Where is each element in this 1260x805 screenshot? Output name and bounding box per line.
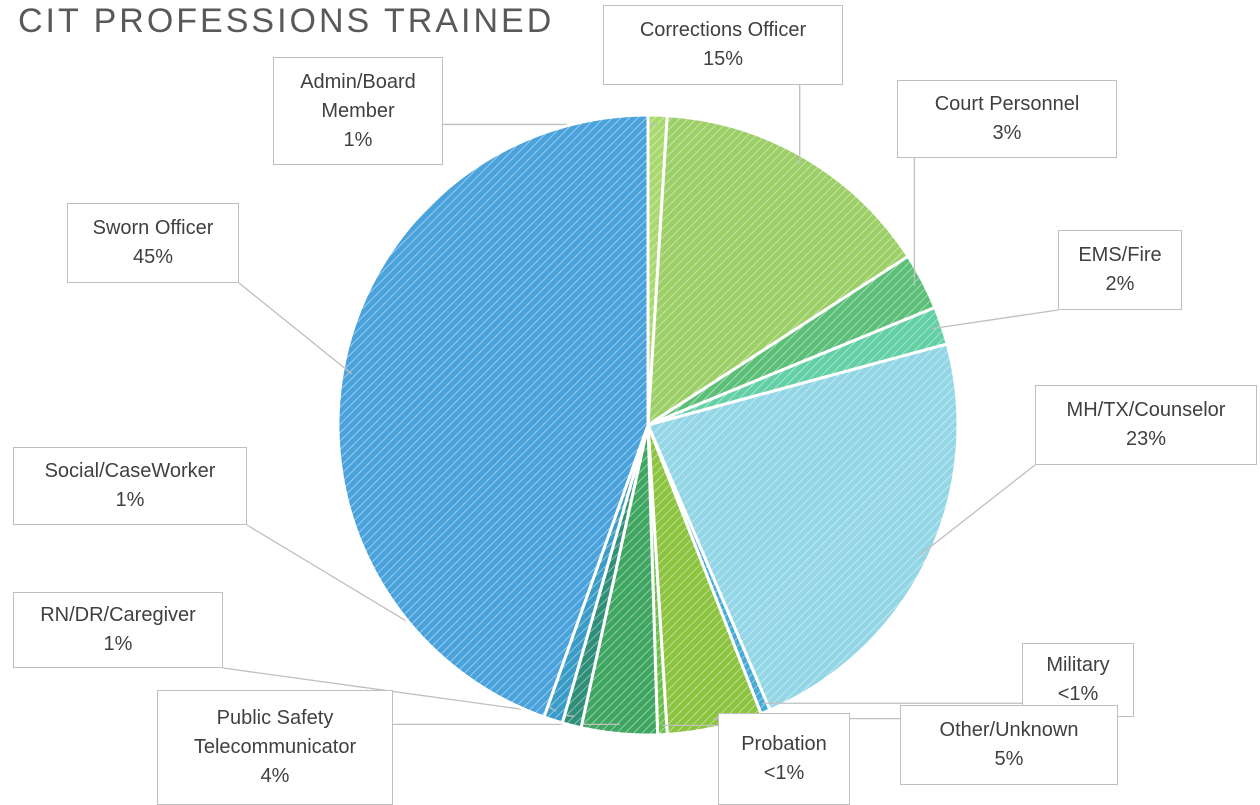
pie-slice — [336, 113, 650, 719]
data-label: Other/Unknown 5% — [900, 705, 1118, 785]
category-label: Court Personnel — [934, 93, 1080, 115]
category-label: Admin/Board Member — [300, 70, 416, 122]
data-label: Probation <1% — [718, 713, 850, 805]
data-label: Admin/Board Member 1% — [273, 57, 443, 165]
data-label: MH/TX/Counselor 23% — [1035, 385, 1257, 465]
data-label: Social/CaseWorker 1% — [13, 447, 247, 525]
value-label: <1% — [763, 762, 805, 784]
category-label: EMS/Fire — [1078, 244, 1162, 266]
category-label: Social/CaseWorker — [44, 460, 216, 482]
category-label: Other/Unknown — [939, 719, 1079, 741]
value-label: 2% — [1105, 273, 1135, 295]
value-label: 4% — [260, 765, 290, 787]
chart-title: CIT PROFESSIONS TRAINED — [18, 2, 555, 40]
category-label: Probation — [741, 733, 827, 755]
data-label: Court Personnel 3% — [897, 80, 1117, 158]
data-label: Public Safety Telecommunicator 4% — [157, 690, 393, 805]
value-label: 45% — [132, 246, 174, 268]
value-label: <1% — [1057, 683, 1099, 705]
value-label: 1% — [115, 489, 145, 511]
data-label: Sworn Officer 45% — [67, 203, 239, 283]
category-label: Corrections Officer — [639, 19, 807, 41]
pie-slice — [646, 114, 911, 428]
leader-line — [238, 282, 353, 375]
value-label: 3% — [992, 122, 1022, 144]
value-label: 1% — [343, 128, 373, 151]
leader-line — [918, 464, 1036, 557]
value-label: 15% — [702, 48, 744, 70]
value-label: 5% — [994, 748, 1024, 770]
data-label: Military <1% — [1022, 643, 1134, 717]
leader-line — [932, 309, 1059, 330]
leader-line — [222, 667, 575, 718]
data-label: RN/DR/Caregiver 1% — [13, 592, 223, 668]
value-label: 23% — [1125, 428, 1167, 450]
category-label: Sworn Officer — [92, 217, 214, 239]
value-label: 1% — [103, 633, 133, 655]
data-label: EMS/Fire 2% — [1058, 230, 1182, 310]
category-label: Public Safety Telecommunicator — [193, 707, 357, 758]
category-label: Military — [1046, 654, 1110, 676]
pie-slice — [645, 342, 960, 712]
data-label: Corrections Officer 15% — [603, 5, 843, 85]
category-label: RN/DR/Caregiver — [40, 604, 196, 626]
category-label: MH/TX/Counselor — [1066, 399, 1226, 421]
